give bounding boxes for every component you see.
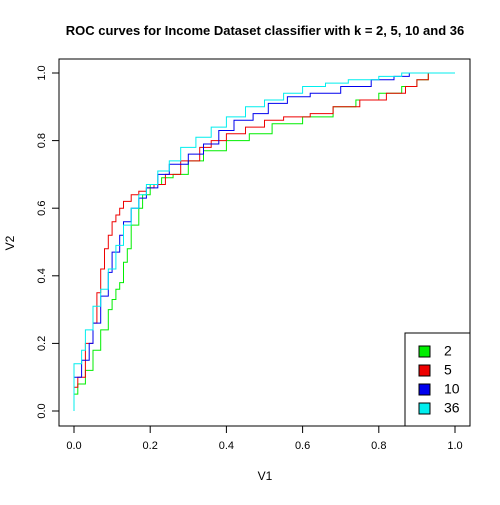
legend-box xyxy=(404,332,471,427)
legend: 2 5 10 36 xyxy=(404,332,471,427)
legend-label-36: 36 xyxy=(444,400,460,416)
x-tick-label: 0.4 xyxy=(219,440,234,452)
chart-title: ROC curves for Income Dataset classifier… xyxy=(66,23,464,38)
y-axis-title: V2 xyxy=(3,235,17,250)
legend-swatch-10 xyxy=(418,383,431,396)
roc-line-k-36 xyxy=(73,72,455,411)
x-tick-label: 0.0 xyxy=(66,440,81,452)
x-tick-label: 0.2 xyxy=(143,440,158,452)
legend-swatch-5 xyxy=(418,364,431,377)
legend-label-10: 10 xyxy=(444,381,460,397)
x-axis: 0.0 0.2 0.4 0.6 0.8 1.0 xyxy=(66,425,463,452)
x-tick-label: 1.0 xyxy=(447,440,462,452)
legend-label-5: 5 xyxy=(444,362,452,378)
x-tick-label: 0.8 xyxy=(371,440,386,452)
y-tick-label: 0.4 xyxy=(36,268,48,283)
y-tick-label: 0.0 xyxy=(36,403,48,418)
y-tick-label: 0.6 xyxy=(36,201,48,216)
x-tick-label: 0.6 xyxy=(295,440,310,452)
legend-label-2: 2 xyxy=(444,343,452,359)
legend-swatch-2 xyxy=(418,345,431,358)
series-layer xyxy=(73,72,455,411)
legend-swatch-36 xyxy=(418,402,431,415)
y-tick-label: 0.8 xyxy=(36,133,48,148)
y-axis: 0.0 0.2 0.4 0.6 0.8 1.0 xyxy=(36,65,60,419)
x-axis-title: V1 xyxy=(258,469,273,483)
y-tick-label: 0.2 xyxy=(36,336,48,351)
y-tick-label: 1.0 xyxy=(36,65,48,80)
